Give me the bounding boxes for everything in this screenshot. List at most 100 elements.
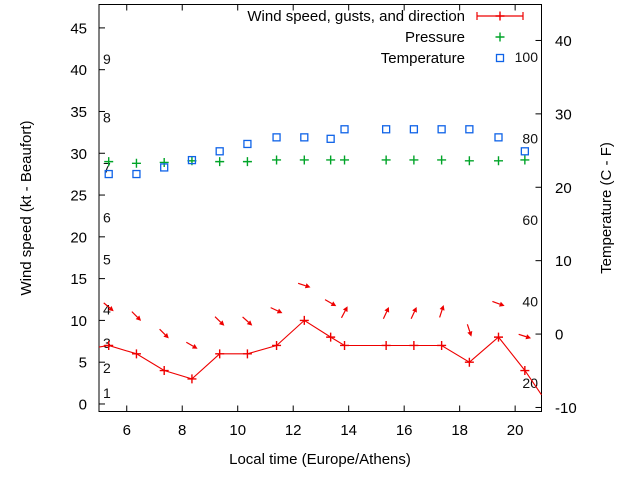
left-tick-label: 35 (70, 104, 87, 121)
gust-arrow-shaft (492, 300, 501, 305)
temperature-point (132, 169, 141, 179)
legend-sample-marker (495, 53, 505, 63)
wind-speed-point (104, 340, 114, 350)
temperature-point (409, 125, 419, 134)
gust-direction-arrows (103, 282, 532, 349)
gust-arrow-head (191, 343, 198, 349)
legend-sample-marker (495, 32, 505, 42)
pressure-point (326, 155, 336, 165)
beaufort-label: 1 (103, 385, 111, 401)
pressure-point (381, 155, 391, 165)
plot-border (98, 4, 542, 412)
x-axis-title: Local time (Europe/Athens) (229, 451, 411, 468)
left-tick-label: 0 (79, 396, 87, 413)
beaufort-scale-labels: 1 2 3 4 5 6 7 8 9 (103, 51, 111, 401)
wind-speed-line (98, 319, 542, 396)
wind-speed-point (381, 340, 391, 350)
pressure-point (131, 158, 141, 168)
gust-arrow-shaft (186, 341, 194, 347)
temperature-point (215, 147, 224, 156)
gust-arrow-shaft (214, 316, 222, 323)
gust-arrow-shaft (242, 316, 249, 323)
gust-arrow-shaft (518, 333, 527, 338)
temperature-point (494, 133, 503, 142)
right-tick-label: 10 (555, 253, 572, 270)
gust-arrow-shaft (466, 324, 471, 333)
gust-arrow-head (330, 301, 337, 307)
gust-arrow-head (276, 308, 283, 314)
wind-speed-point (272, 340, 282, 350)
beaufort-label: 7 (103, 159, 111, 175)
pressure-point (409, 155, 419, 165)
temperature-point (300, 133, 309, 142)
pressure-point (340, 155, 350, 165)
temperature-point (243, 139, 252, 149)
pressure-point (272, 155, 282, 165)
left-tick-label: 15 (70, 271, 87, 288)
wind-speed-point (326, 332, 336, 342)
x-tick-label: 14 (340, 422, 357, 439)
pressure-series (104, 155, 530, 168)
gust-arrow-shaft (382, 311, 388, 320)
pressure-point (104, 157, 114, 167)
x-tick-label: 20 (507, 422, 524, 439)
beaufort-label: 9 (103, 51, 111, 67)
left-axis-title: Wind speed (kt - Beaufort) (18, 120, 35, 295)
pressure-point (159, 157, 169, 167)
temperature-point (381, 125, 391, 134)
fahrenheit-label: 20 (522, 375, 538, 391)
temperature-point (520, 147, 530, 156)
wind-speed-point (493, 332, 503, 342)
right-axis-ticks: -10 0 10 20 30 40 (535, 33, 577, 417)
x-tick-label: 12 (285, 422, 302, 439)
gust-arrow-head (218, 320, 225, 326)
legend-label-pressure: Pressure (405, 29, 465, 46)
right-axis-title: Temperature (C - F) (598, 142, 615, 274)
pressure-point (464, 156, 474, 166)
right-tick-label: 30 (555, 106, 572, 123)
left-axis-ticks: 0 5 10 15 20 25 30 35 40 45 (70, 20, 105, 413)
right-tick-label: 40 (555, 33, 572, 50)
fahrenheit-label: 80 (522, 130, 538, 146)
x-tick-label: 16 (396, 422, 413, 439)
fahrenheit-label: 40 (522, 293, 538, 309)
x-tick-label: 18 (451, 422, 468, 439)
beaufort-label: 8 (103, 109, 111, 125)
beaufort-label: 3 (103, 335, 111, 351)
gust-arrow-head (108, 306, 114, 312)
gust-arrow-shaft (159, 328, 166, 336)
temperature-point (326, 134, 335, 143)
wind-speed-point (131, 349, 141, 359)
beaufort-label: 2 (103, 360, 111, 376)
right-tick-label: 20 (555, 180, 572, 197)
gust-arrow-head (412, 306, 417, 313)
wind-speed-point (215, 349, 225, 359)
pressure-point (299, 155, 309, 165)
pressure-point (437, 155, 447, 165)
left-tick-label: 45 (70, 20, 87, 37)
fahrenheit-label: 100 (515, 49, 539, 65)
beaufort-label: 5 (103, 251, 111, 267)
temperature-point (340, 125, 349, 134)
gust-arrow-head (304, 283, 311, 289)
gust-arrow-head (163, 332, 169, 339)
left-tick-label: 20 (70, 229, 87, 246)
temperature-point (104, 169, 113, 179)
fahrenheit-scale-labels: 20 40 60 80 100 (515, 49, 539, 391)
legend-sample-marker (495, 11, 505, 21)
temperature-point (160, 163, 169, 172)
gust-arrow-head (467, 331, 473, 337)
wind-speed-point (242, 349, 252, 359)
right-tick-label: 0 (555, 327, 563, 344)
wind-speed-point (437, 340, 447, 350)
gust-arrow-head (525, 334, 532, 340)
gust-arrow-head (246, 320, 253, 326)
beaufort-label: 4 (103, 302, 111, 318)
wind-speed-point (299, 315, 309, 325)
wind-speed-point (187, 374, 197, 384)
fahrenheit-label: 60 (522, 212, 538, 228)
gust-arrow-head (135, 315, 142, 321)
pressure-point (520, 155, 530, 165)
